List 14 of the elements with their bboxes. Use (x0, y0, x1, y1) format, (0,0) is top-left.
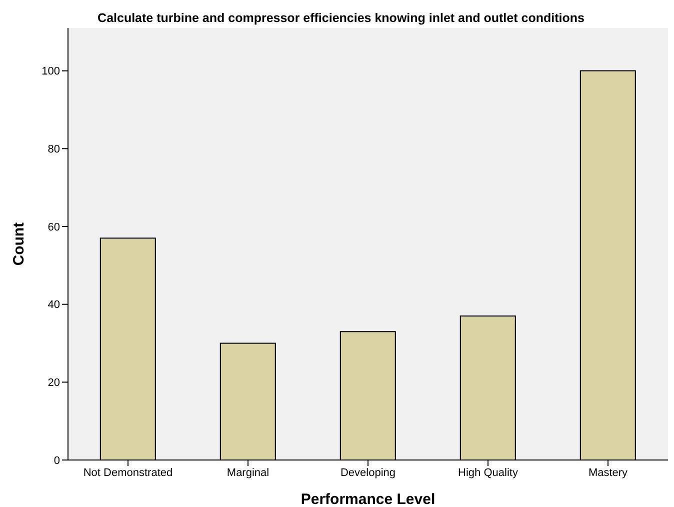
x-axis-title: Performance Level (300, 491, 436, 507)
y-tick-label: 60 (48, 221, 60, 234)
x-tick-label: High Quality (458, 466, 518, 479)
y-tick-label: 0 (54, 454, 60, 467)
x-tick-label: Developing (340, 466, 396, 479)
x-tick-label: Marginal (226, 466, 270, 479)
y-tick-label: 20 (48, 377, 60, 390)
y-axis-title: Count (10, 222, 28, 266)
y-tick-label: 40 (48, 299, 60, 312)
x-tick-label: Not Demonstrated (83, 466, 173, 479)
y-tick-label: 80 (48, 144, 60, 156)
y-tick-label: 100 (42, 66, 60, 78)
chart-title: Calculate turbine and compressor efficiencies knowing inlet and outlet conditions (96, 10, 586, 27)
x-tick-label: Mastery (588, 466, 628, 479)
